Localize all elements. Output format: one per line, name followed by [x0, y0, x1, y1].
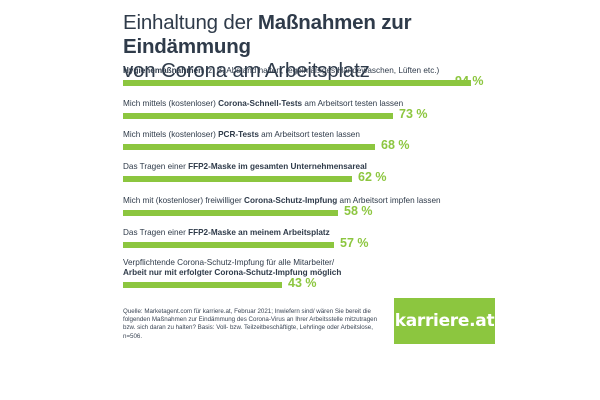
bar-row: Mich mit (kostenloser) freiwilliger Coro…	[123, 196, 493, 218]
bar-row: Mich mittels (kostenloser) PCR-Tests am …	[123, 130, 493, 152]
bar-label: Das Tragen einer FFP2-Maske im gesamten …	[123, 162, 367, 171]
bar	[123, 144, 375, 150]
bar-value-label: 73 %	[399, 107, 428, 121]
bar	[123, 113, 393, 119]
bar-value-label: 62 %	[358, 170, 387, 184]
bar-row: Das Tragen einer FFP2-Maske an meinem Ar…	[123, 228, 493, 250]
bar-label: Mich mittels (kostenloser) Corona-Schnel…	[123, 99, 404, 108]
bar-label: Mich mittels (kostenloser) PCR-Tests am …	[123, 130, 360, 139]
bar	[123, 176, 352, 182]
bar-value-label: 68 %	[381, 138, 410, 152]
title-line1-bold: Maßnahmen zur Eindämmung	[123, 11, 412, 58]
chart-title: Einhaltung der Maßnahmen zur Eindämmung …	[123, 11, 483, 83]
bar	[123, 210, 338, 216]
bar-value-label: 58 %	[344, 204, 373, 218]
title-line1-plain: Einhaltung der	[123, 11, 258, 34]
bar-row: Mich mittels (kostenloser) Corona-Schnel…	[123, 99, 493, 121]
bar	[123, 282, 282, 288]
bar-row: Hygienemaßnahmen (z. B. Abstand halten, …	[123, 66, 493, 88]
bar-row: Verpflichtende Corona-Schutz-Impfung für…	[123, 258, 493, 290]
source-footnote: Quelle: Marketagent.com für karriere.at,…	[123, 308, 378, 340]
bar-label: Mich mit (kostenloser) freiwilliger Coro…	[123, 196, 441, 205]
logo-text: karriere.at	[394, 311, 495, 331]
bar-value-label: 57 %	[340, 236, 369, 250]
bar	[123, 242, 334, 248]
bar-label: Hygienemaßnahmen (z. B. Abstand halten, …	[123, 66, 440, 75]
bar	[123, 80, 471, 86]
bar-row: Das Tragen einer FFP2-Maske im gesamten …	[123, 162, 493, 184]
title-line2: von Corona am Arbeitsplatz	[123, 59, 370, 82]
bar-label: Das Tragen einer FFP2-Maske an meinem Ar…	[123, 228, 330, 237]
bar-value-label: 43 %	[288, 276, 317, 290]
bar-value-label: 94 %	[455, 74, 484, 88]
bar-label: Verpflichtende Corona-Schutz-Impfung für…	[123, 258, 342, 277]
karriere-logo: karriere.at	[394, 298, 495, 344]
